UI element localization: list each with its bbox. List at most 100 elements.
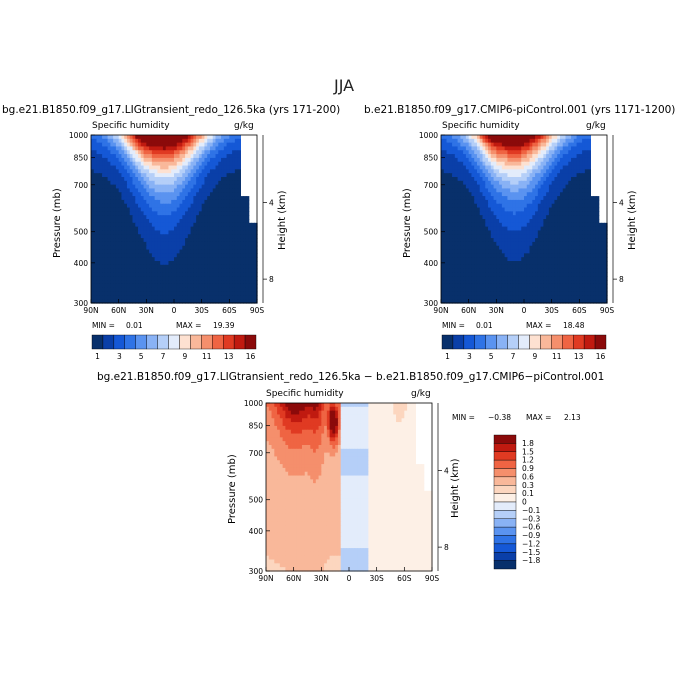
panel-1-cell: [226, 177, 230, 182]
panel-2-cell: [479, 272, 484, 277]
panel-2-cell: [535, 283, 539, 289]
panel-2-cell: [449, 241, 453, 247]
panel-2-cell: [521, 230, 525, 235]
panel-2-cell: [524, 215, 528, 220]
panel-2-cell: [537, 169, 542, 174]
panel-1-cell: [198, 280, 203, 285]
panel-2-cell: [601, 253, 605, 258]
panel-1-cell: [135, 138, 139, 144]
panel-2-cell: [532, 272, 536, 277]
panel-2-cell: [512, 226, 517, 232]
panel-1-cell: [182, 249, 186, 254]
panel-1-cell: [96, 203, 100, 209]
panel-1-cell: [185, 184, 189, 190]
panel-1-cell: [135, 207, 139, 212]
panel-1-cell: [201, 184, 206, 190]
panel-1-cell: [113, 180, 117, 186]
panel-1-cell: [185, 150, 189, 155]
panel-2-cell: [548, 177, 553, 182]
panel-1-cell: [229, 230, 233, 235]
panel-1-cell: [190, 276, 194, 281]
panel-2-cell: [485, 268, 489, 274]
panel-1-cell: [209, 268, 214, 274]
panel-2-cell: [551, 169, 556, 174]
panel-1-cell: [118, 264, 123, 270]
panel-2-cell: [479, 245, 484, 251]
panel-1-cell: [138, 272, 142, 277]
panel-2-cell: [493, 261, 497, 266]
panel-1-cell: [232, 257, 236, 262]
panel-1-cell: [243, 199, 247, 205]
panel-1-cell: [187, 295, 192, 300]
panel-2-cell: [493, 146, 497, 151]
panel-1-cell: [149, 196, 153, 201]
panel-2-cell: [551, 142, 556, 148]
panel-2-cell: [584, 234, 589, 239]
panel-1-cell: [237, 230, 241, 235]
panel-1-cell: [129, 165, 134, 170]
panel-1-cell: [234, 135, 239, 140]
panel-2-cell: [598, 241, 603, 247]
panel-1-cell: [218, 169, 222, 174]
panel-1-cell: [143, 245, 147, 251]
panel-2-cell: [529, 199, 533, 205]
panel-1-cell: [140, 299, 145, 304]
panel-2-cell: [485, 180, 489, 186]
panel-2-cell: [537, 146, 542, 151]
panel-2-cell: [465, 234, 470, 239]
panel-1-cell: [157, 211, 161, 216]
panel-2-cell: [579, 199, 583, 205]
panel-1-cell: [243, 203, 247, 209]
panel-1-cell: [154, 169, 158, 174]
panel-1-cell: [99, 291, 103, 296]
panel-1-cell: [221, 199, 225, 205]
panel-1-ytick-label: 500: [74, 228, 89, 237]
panel-1-cell: [179, 180, 183, 186]
panel-2-cell: [521, 226, 525, 232]
panel-1-cell: [160, 173, 164, 178]
panel-2-cell: [485, 234, 489, 239]
panel-1-cell: [132, 287, 136, 293]
panel-1-cell: [115, 196, 120, 201]
panel-1-cell: [115, 226, 120, 232]
panel-1-cell: [174, 196, 178, 201]
panel-2-cell: [568, 230, 572, 235]
panel-1-cell: [168, 215, 172, 220]
panel-1-cell: [218, 249, 222, 254]
panel-2-cell: [537, 234, 542, 239]
panel-1-cell: [151, 295, 156, 300]
panel-1-cell: [229, 283, 233, 289]
panel-1-cell: [135, 264, 139, 270]
panel-2-cell: [598, 268, 603, 274]
panel-2-cell: [490, 161, 495, 167]
panel-2-cell: [515, 142, 520, 148]
panel-1-cell: [115, 257, 120, 262]
panel-2-cell: [510, 211, 514, 216]
panel-3-max-label: MAX =: [526, 413, 552, 422]
panel-1-cell: [157, 138, 161, 144]
panel-2-cell: [482, 138, 486, 144]
panel-2-cell: [496, 142, 500, 148]
panel-1-cell: [204, 196, 208, 201]
panel-1-cell: [138, 249, 142, 254]
panel-2-cell: [463, 154, 467, 159]
panel-1-cell: [171, 146, 175, 151]
panel-1-cell: [229, 169, 233, 174]
panel-2-cell: [573, 146, 578, 151]
panel-1-cell: [143, 257, 147, 262]
panel-2-cell: [460, 249, 464, 254]
panel-1-cell: [226, 234, 230, 239]
panel-2-cell: [471, 211, 475, 216]
panel-1-cell: [118, 207, 123, 212]
panel-2-cell: [499, 226, 503, 232]
panel-1-cell: [165, 215, 170, 220]
panel-1-cell: [135, 222, 139, 228]
panel-2-cell: [443, 291, 448, 296]
panel-2-cell: [446, 245, 450, 251]
panel-2-cell: [584, 203, 589, 209]
panel-1-cell: [226, 245, 230, 251]
panel-2-cell: [537, 188, 542, 193]
panel-2-cell: [465, 291, 470, 296]
panel-2-cell: [460, 154, 464, 159]
panel-1-cell: [102, 150, 106, 155]
